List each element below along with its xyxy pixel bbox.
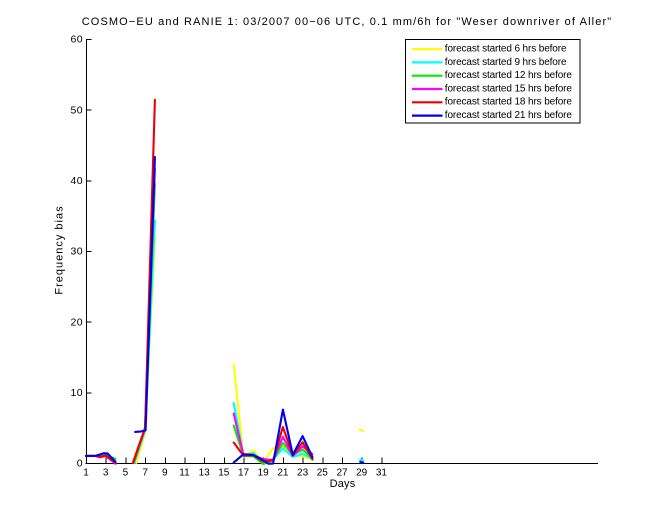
svg-text:0: 0 (77, 458, 83, 470)
svg-text:15: 15 (218, 467, 230, 478)
svg-text:21: 21 (277, 467, 289, 478)
svg-text:9: 9 (162, 467, 168, 478)
svg-text:13: 13 (199, 467, 211, 478)
svg-text:23: 23 (297, 467, 309, 478)
svg-text:forecast started 6 hrs before: forecast started 6 hrs before (445, 44, 567, 55)
svg-text:40: 40 (71, 175, 83, 187)
svg-text:forecast started 12 hrs before: forecast started 12 hrs before (445, 70, 573, 81)
svg-text:forecast started 15 hrs before: forecast started 15 hrs before (445, 83, 573, 94)
svg-text:11: 11 (179, 467, 190, 478)
svg-text:17: 17 (238, 467, 250, 478)
svg-text:forecast started 9 hrs before: forecast started 9 hrs before (445, 57, 567, 68)
svg-text:10: 10 (71, 387, 83, 399)
svg-text:60: 60 (71, 34, 83, 46)
svg-text:30: 30 (71, 246, 83, 258)
svg-text:1: 1 (83, 467, 89, 478)
svg-text:forecast started 21 hrs before: forecast started 21 hrs before (445, 110, 573, 121)
svg-text:31: 31 (376, 467, 388, 478)
svg-text:Frequency bias: Frequency bias (54, 205, 66, 294)
svg-text:27: 27 (336, 467, 348, 478)
svg-text:29: 29 (356, 467, 368, 478)
svg-text:Days: Days (330, 478, 356, 490)
svg-text:25: 25 (317, 467, 329, 478)
svg-text:50: 50 (71, 104, 83, 116)
svg-text:20: 20 (71, 316, 83, 328)
svg-text:forecast started 18 hrs before: forecast started 18 hrs before (445, 97, 573, 108)
svg-text:COSMO−EU and RANIE 1: 03/2007: COSMO−EU and RANIE 1: 03/2007 00−06 UTC,… (82, 16, 613, 28)
svg-text:19: 19 (258, 467, 270, 478)
svg-text:7: 7 (142, 467, 148, 478)
svg-text:3: 3 (103, 467, 109, 478)
svg-text:5: 5 (123, 467, 129, 478)
